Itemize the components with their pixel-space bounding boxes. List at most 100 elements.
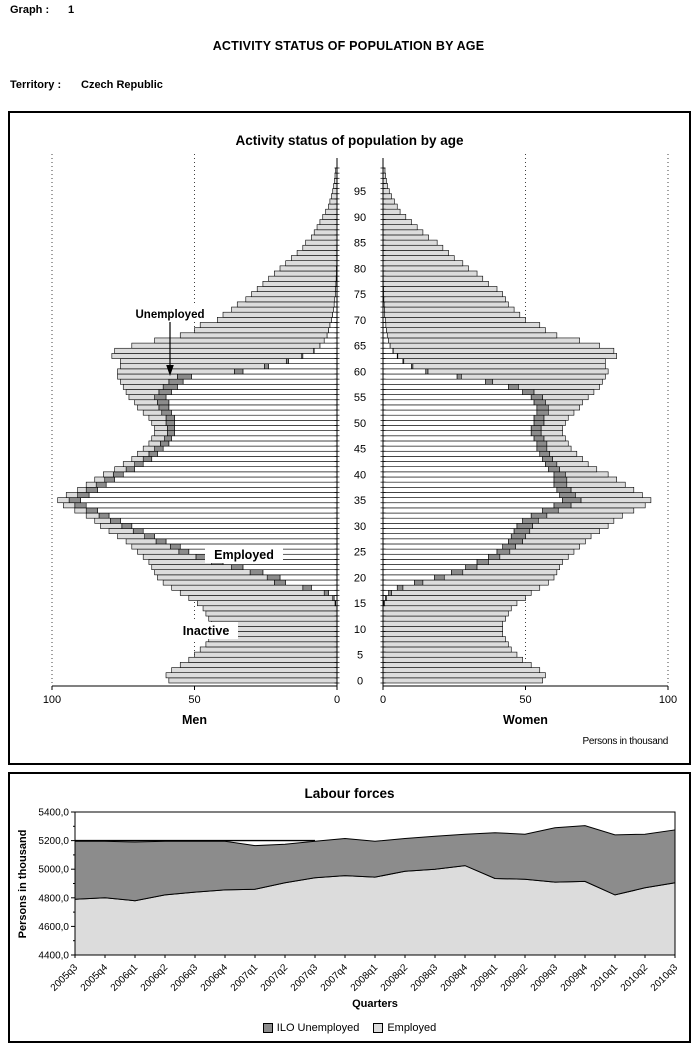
bar-women-age-37-employed <box>382 486 558 493</box>
bar-women-age-60-inactive <box>427 368 609 375</box>
bar-men-age-83-inactive <box>296 250 338 256</box>
bar-men-age-63-inactive <box>111 353 302 359</box>
bar-women-age-77-inactive <box>382 281 489 287</box>
bar-women-age-66-employed <box>382 337 389 344</box>
population-pyramid-chart: 0 5 10 15 20 25 30 35 40 45 50 55 60 65 70 75 80 85 90 95 0 0… <box>43 154 677 747</box>
bar-women-age-48-unemployed <box>530 430 542 437</box>
bar-women-age-58-unemployed <box>485 378 494 385</box>
bar-men-age-69-inactive <box>199 322 331 328</box>
bar-women-age-30-inactive <box>532 523 609 529</box>
bar-men-age-17-inactive <box>179 589 325 596</box>
bar-men-age-37-employed <box>97 486 338 493</box>
bar-women-age-56-unemployed <box>522 389 535 395</box>
bar-women-age-46-unemployed <box>536 440 548 447</box>
bar-women-age-43-unemployed <box>542 456 553 462</box>
age-label-55: 55 <box>354 392 366 404</box>
bar-women-age-67-employed <box>382 332 388 339</box>
bar-men-age-53-employed <box>168 404 338 411</box>
age-label-40: 40 <box>354 469 366 481</box>
bar-men-age-15-inactive <box>197 600 336 607</box>
bar-women-age-23-employed <box>382 559 478 565</box>
bar-men-age-54-unemployed <box>157 399 170 406</box>
bar-men-age-24-inactive <box>142 553 197 560</box>
bar-women-age-49-unemployed <box>530 425 542 431</box>
bar-women-age-35-unemployed <box>562 497 582 504</box>
bar-women-age-32-employed <box>382 512 532 519</box>
bar-men-age-95-inactive <box>332 188 338 195</box>
x-tick-label-2008q4: 2008q4 <box>439 962 471 994</box>
age-label-50: 50 <box>354 418 366 430</box>
unemployed-annotation-label: Unemployed <box>135 309 204 321</box>
age-label-30: 30 <box>354 521 366 533</box>
bar-women-age-66-inactive <box>388 337 580 344</box>
bar-women-age-85-inactive <box>382 239 438 246</box>
bar-women-age-57-unemployed <box>508 383 519 390</box>
bar-women-age-68-inactive <box>386 327 546 334</box>
bar-men-age-45-employed <box>162 445 338 452</box>
bar-women-age-57-employed <box>382 383 509 390</box>
bar-men-age-30-unemployed <box>121 523 133 529</box>
x-tick-label-2005q3: 2005q3 <box>49 962 81 994</box>
bar-women-age-15-inactive <box>384 600 518 607</box>
bar-men-age-30-employed <box>131 523 338 529</box>
bar-women-age-17-inactive <box>391 589 532 596</box>
bar-women-age-29-inactive <box>529 528 600 534</box>
bar-women-age-29-unemployed <box>513 528 531 534</box>
x-tick-label-2006q4: 2006q4 <box>199 962 231 994</box>
bar-men-age-89-inactive <box>319 219 338 225</box>
bar-women-age-38-inactive <box>566 481 626 488</box>
bar-men-age-50-employed <box>174 420 338 426</box>
bar-men-age-62-employed <box>288 358 338 365</box>
employed-label-box <box>205 546 283 563</box>
bar-women-age-62-employed <box>382 358 404 365</box>
bar-women-age-34-unemployed <box>553 502 572 509</box>
age-label-80: 80 <box>354 263 366 275</box>
bar-women-age-23-inactive <box>488 559 563 565</box>
units-label: Persons in thousand <box>583 736 668 747</box>
bar-men-age-38-employed <box>105 481 338 488</box>
bar-men-age-34-employed <box>85 502 338 509</box>
bar-women-age-29-employed <box>382 528 515 534</box>
bar-women-age-96-inactive <box>382 183 388 189</box>
y-tick-label-4800: 4800,0 <box>38 893 69 904</box>
bar-women-age-60-employed <box>382 368 427 375</box>
bar-men-age-5-inactive <box>194 651 338 658</box>
bar-men-age-53-unemployed <box>158 404 170 411</box>
x-tick-label-women-0: 0 <box>380 694 386 706</box>
bar-men-age-36-employed <box>88 492 338 498</box>
bar-women-age-59-inactive <box>461 373 606 380</box>
bar-men-age-46-inactive <box>148 440 161 447</box>
bar-men-age-43-inactive <box>131 456 144 462</box>
bar-men-age-44-inactive <box>137 450 150 457</box>
bar-women-age-33-inactive <box>557 507 635 514</box>
bar-women-age-63-employed <box>382 353 398 359</box>
bar-women-age-51-inactive <box>543 414 569 421</box>
bar-men-age-33-inactive <box>74 507 87 514</box>
bar-women-age-33-employed <box>382 507 543 514</box>
bar-men-age-61-inactive <box>120 363 265 370</box>
bar-men-age-51-employed <box>174 414 338 421</box>
bar-men-age-61-unemployed <box>264 363 269 370</box>
bar-men-age-27-employed <box>165 538 338 545</box>
bar-women-age-68-employed <box>382 327 387 334</box>
bar-women-age-57-inactive <box>518 383 600 390</box>
bar-men-age-51-inactive <box>148 414 167 421</box>
bar-men-age-21-inactive <box>154 569 251 576</box>
x-tick-label-2006q2: 2006q2 <box>139 962 171 994</box>
bar-men-age-16-inactive <box>188 595 334 601</box>
bar-men-age-52-inactive <box>142 409 163 416</box>
bar-women-age-25-employed <box>382 548 498 555</box>
bar-men-age-38-inactive <box>85 481 97 488</box>
bar-women-age-69-inactive <box>385 322 541 328</box>
bar-men-age-12-inactive <box>208 615 338 622</box>
bar-men-age-33-employed <box>97 507 338 514</box>
bar-women-age-51-employed <box>382 414 535 421</box>
bar-men-age-50-unemployed <box>165 420 175 426</box>
bar-men-age-94-inactive <box>330 193 338 200</box>
bar-men-age-60-employed <box>242 368 338 375</box>
x-tick-label-women-100: 100 <box>659 694 677 706</box>
bar-women-age-17-employed <box>382 589 389 596</box>
men-axis-label: Men <box>182 713 207 727</box>
age-label-95: 95 <box>354 186 366 198</box>
age-label-45: 45 <box>354 444 366 456</box>
